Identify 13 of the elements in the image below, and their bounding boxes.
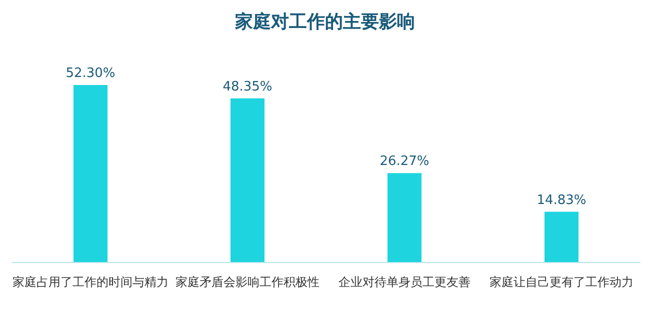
x-tick-label: 家庭矛盾会影响工作积极性 [176,275,320,289]
data-label: 26.27% [380,154,430,170]
data-label: 14.83% [536,192,586,208]
data-label: 52.30% [66,66,116,81]
chart-title: 家庭对工作的主要影响 [234,12,415,32]
bar [230,98,264,262]
x-tick-label: 家庭占用了工作的时间与精力 [12,275,168,289]
bar [74,85,108,262]
bar [544,212,578,262]
data-label: 48.35% [222,79,272,94]
x-tick-label: 企业对待单身员工更友善 [338,275,470,289]
bar [388,173,422,262]
x-tick-label: 家庭让自己更有了工作动力 [490,275,634,289]
